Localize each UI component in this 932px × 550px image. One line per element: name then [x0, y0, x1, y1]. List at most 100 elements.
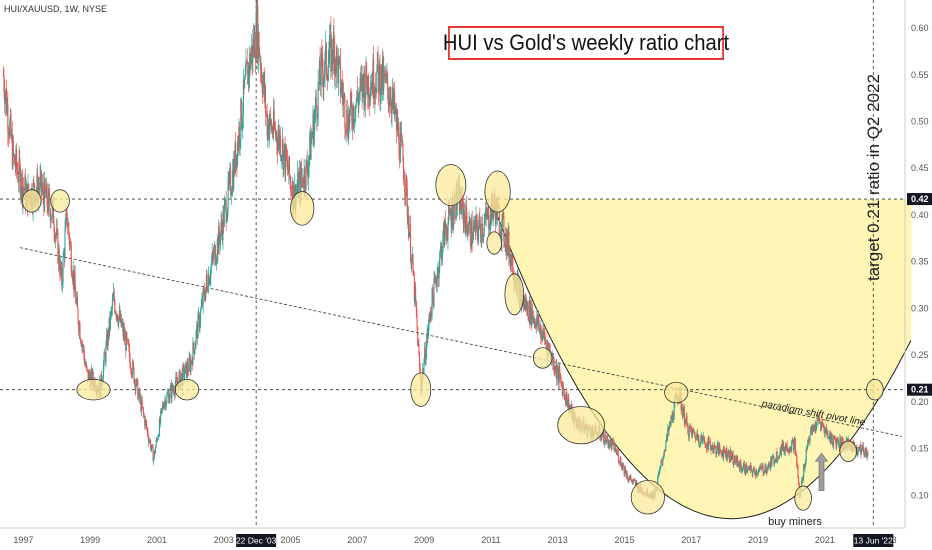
candle-body	[109, 317, 111, 329]
candle-body	[535, 320, 537, 329]
candle-body	[18, 157, 20, 182]
candle-body	[254, 32, 256, 58]
candle-body	[684, 423, 686, 425]
candle-body	[696, 433, 698, 436]
candle-body	[623, 465, 625, 474]
candle-body	[784, 448, 786, 453]
candle-body	[552, 359, 554, 364]
candle-body	[330, 39, 333, 72]
candle-body	[471, 220, 473, 243]
candle-body	[554, 371, 556, 373]
candle-body	[302, 177, 304, 186]
candle-body	[249, 53, 251, 77]
candle-body	[353, 119, 355, 124]
candle-body	[686, 416, 688, 425]
candle-body	[117, 320, 119, 325]
candle-body	[256, 6, 258, 55]
candle-body	[741, 469, 743, 471]
candle-body	[803, 464, 805, 478]
candle-body	[277, 138, 279, 152]
candle-body	[416, 315, 418, 327]
candle-body	[751, 466, 753, 472]
candle-body	[766, 467, 768, 474]
candle-body	[47, 190, 49, 213]
candle-body	[432, 288, 434, 298]
candle-body	[100, 374, 103, 385]
candle-body	[228, 174, 230, 184]
candle-body	[723, 446, 725, 458]
candle-body	[791, 439, 793, 442]
candle-body	[66, 208, 68, 224]
candle-body	[600, 436, 602, 439]
candle-body	[688, 434, 690, 438]
candle-body	[328, 55, 330, 65]
candle-body	[399, 134, 401, 163]
candle-body	[559, 369, 561, 377]
candle-body	[784, 446, 786, 453]
candle-body	[407, 216, 409, 219]
candle-body	[427, 326, 430, 336]
candle-body	[75, 301, 77, 304]
candle-body	[463, 211, 465, 224]
candle-body	[375, 91, 377, 93]
candle-body	[252, 38, 255, 52]
candle-body	[145, 420, 147, 424]
candle-body	[49, 194, 51, 210]
candle-body	[320, 52, 322, 86]
candle-body	[773, 456, 775, 464]
candle-body	[284, 144, 286, 174]
candle-body	[348, 114, 350, 124]
candle-body	[448, 205, 450, 208]
candle-body	[728, 450, 730, 453]
candle-body	[281, 139, 283, 157]
candle-body	[740, 460, 742, 467]
candle-body	[615, 447, 617, 451]
candle-body	[223, 211, 225, 227]
candle-body	[465, 204, 467, 233]
candle-body	[827, 430, 829, 439]
candle-body	[230, 194, 232, 196]
candle-body	[472, 238, 474, 243]
candle-body	[58, 248, 60, 263]
candle-body	[792, 439, 794, 441]
candle-body	[693, 432, 695, 433]
candle-body	[339, 59, 341, 93]
candle-body	[685, 418, 687, 425]
candle-body	[401, 141, 403, 144]
candle-body	[467, 232, 469, 235]
candle-body	[563, 387, 565, 390]
candle-body	[672, 417, 675, 419]
candle-body	[339, 56, 341, 60]
candle-body	[752, 470, 754, 475]
candle-body	[733, 455, 735, 463]
candle-body	[486, 214, 488, 220]
candle-body	[267, 121, 269, 137]
candle-body	[342, 93, 344, 104]
candle-body	[237, 140, 239, 148]
candle-body	[51, 216, 53, 219]
candle-body	[264, 85, 267, 112]
candle-body	[469, 219, 471, 244]
candle-body	[160, 408, 162, 411]
candle-body	[171, 384, 173, 399]
candle-body	[358, 92, 361, 96]
candle-body	[109, 313, 111, 329]
candle-body	[108, 317, 110, 339]
candle-body	[856, 447, 858, 455]
candle-body	[351, 103, 353, 121]
buy-miners-label: buy miners	[768, 516, 822, 528]
candle-body	[160, 410, 162, 423]
candle-body	[262, 81, 264, 94]
y-tick-label: 0.10	[911, 490, 929, 500]
candle-body	[259, 55, 261, 59]
candle-body	[862, 446, 864, 451]
candle-body	[711, 445, 713, 448]
candle-body	[326, 73, 328, 78]
candle-body	[415, 300, 417, 316]
candle-body	[173, 389, 175, 395]
candle-body	[607, 439, 609, 449]
candle-body	[374, 87, 377, 92]
candle-body	[391, 98, 393, 114]
candle-body	[803, 464, 805, 470]
candle-body	[266, 112, 268, 137]
